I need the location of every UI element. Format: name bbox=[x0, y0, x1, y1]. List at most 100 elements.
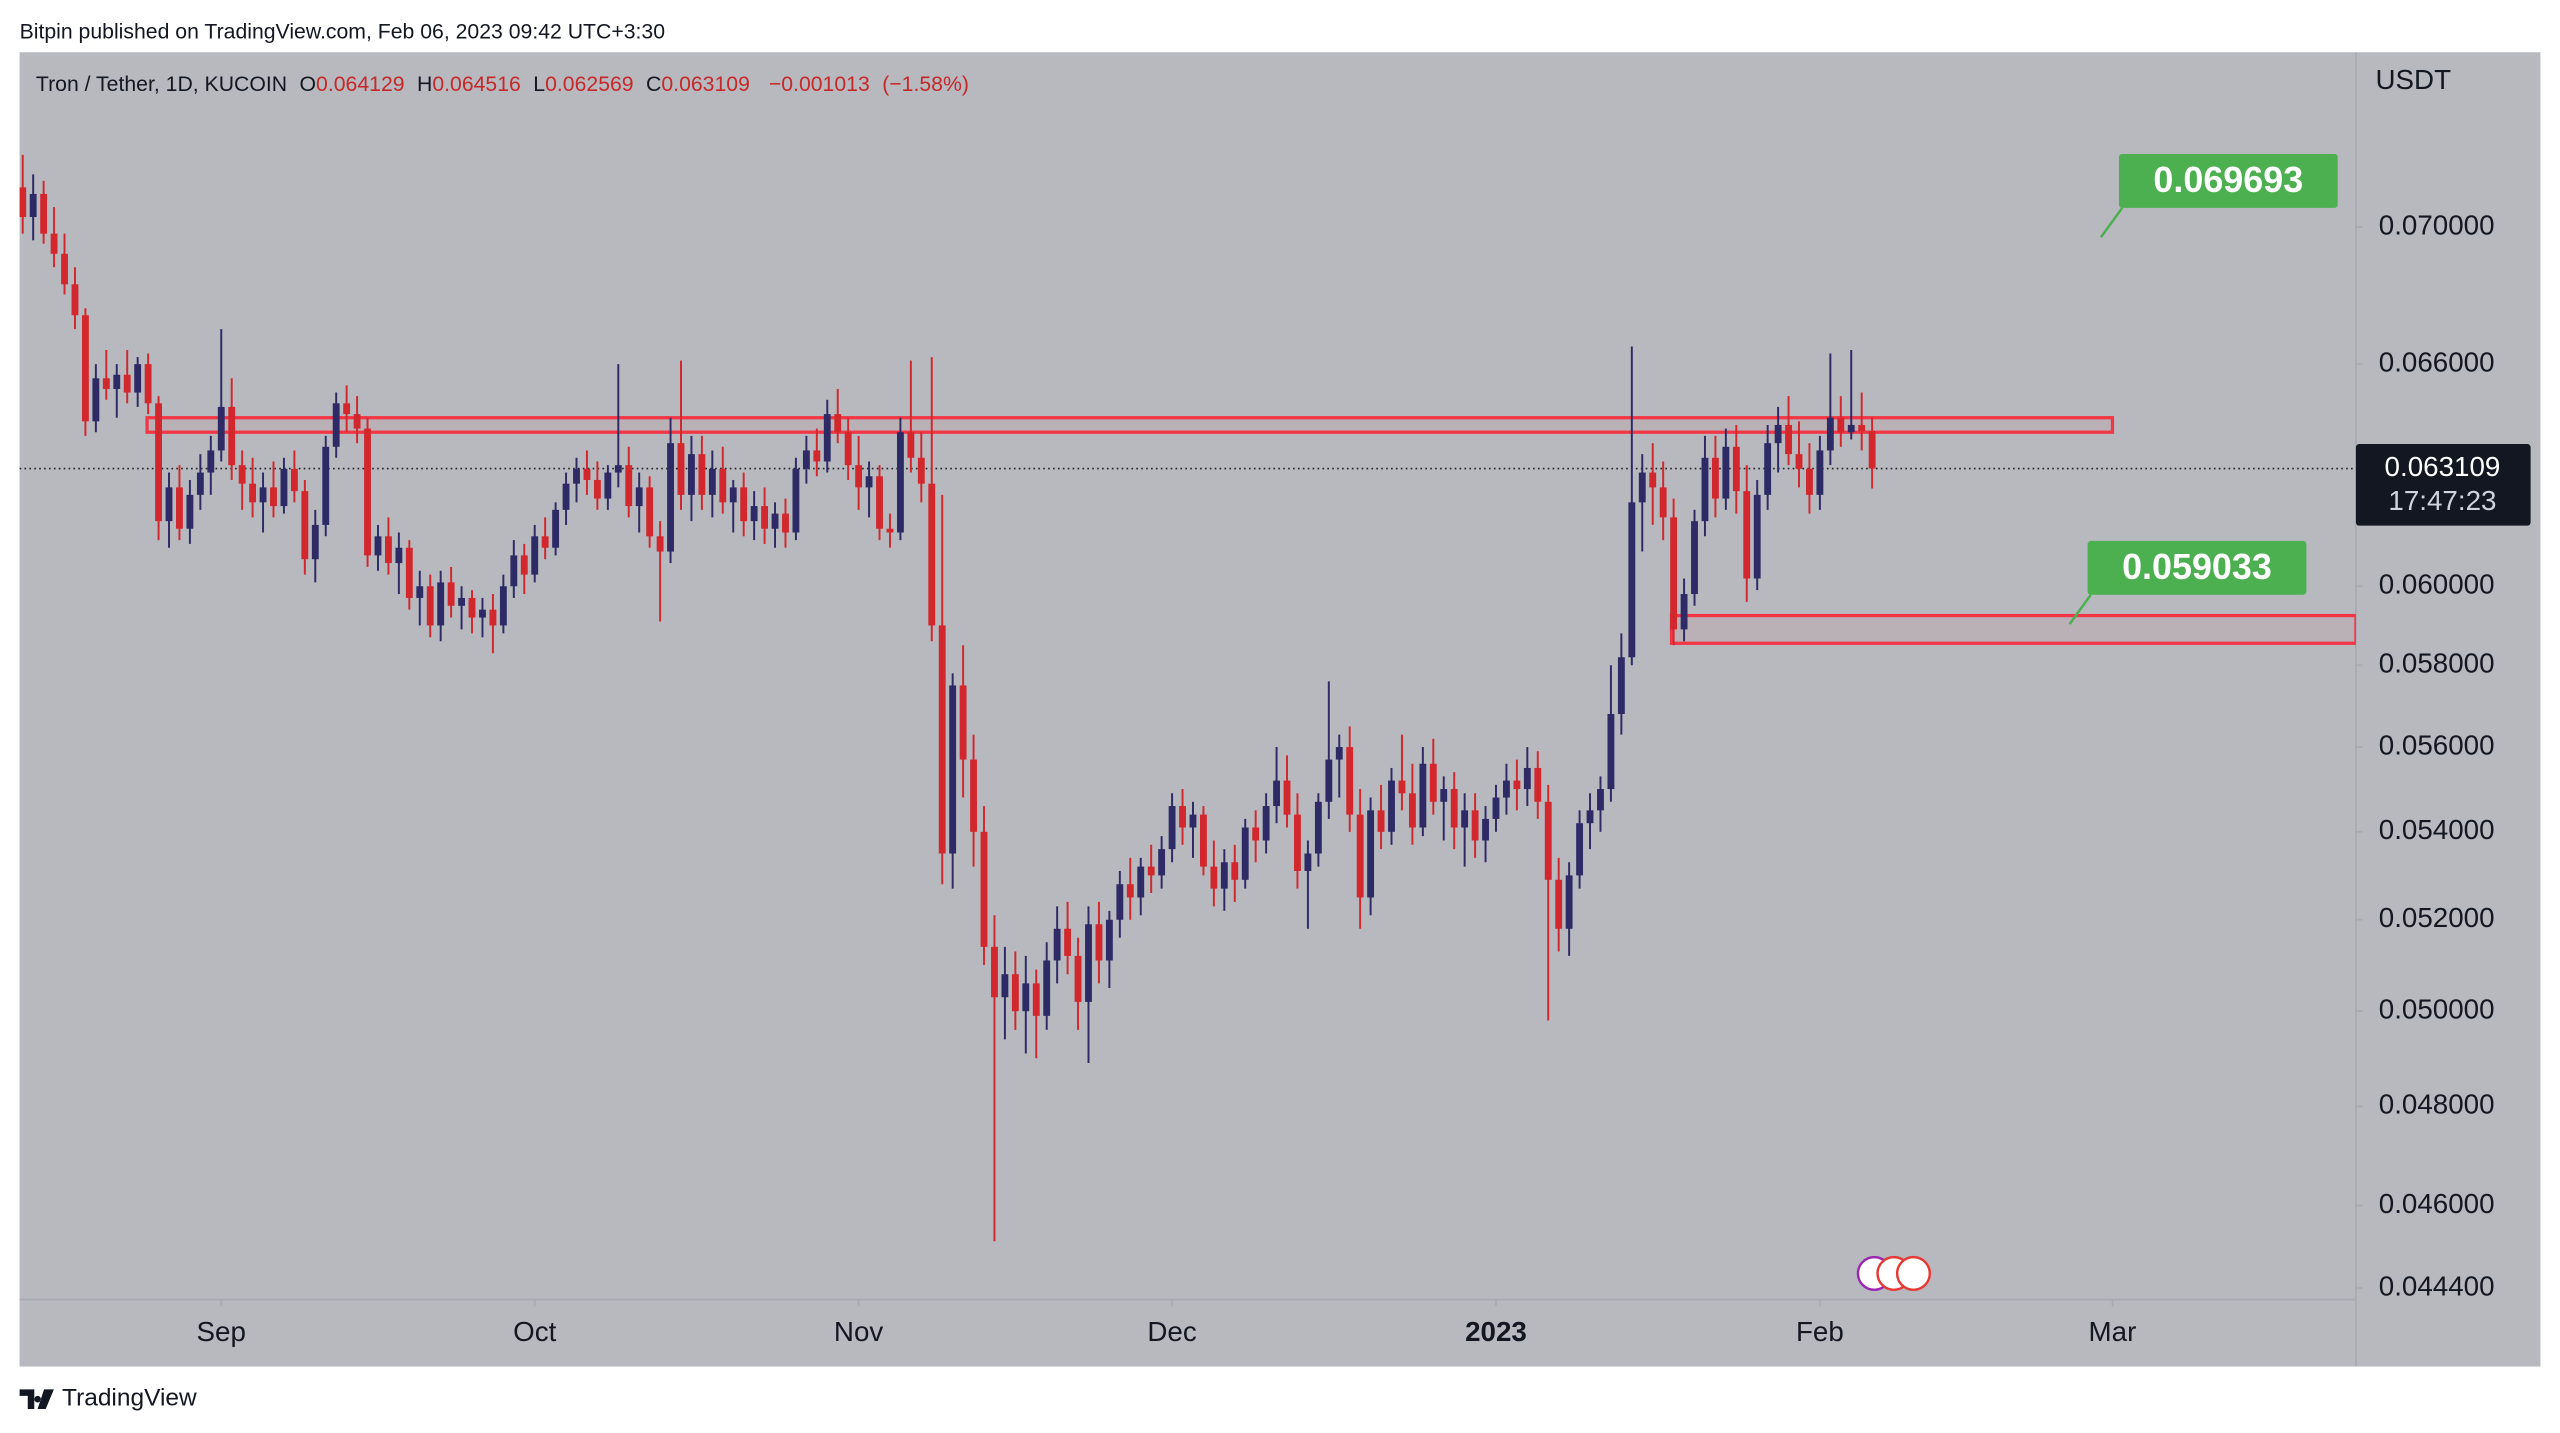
candle-body bbox=[468, 597, 476, 618]
candle-body bbox=[1001, 974, 1009, 998]
y-tick-label: 0.058000 bbox=[2379, 648, 2495, 679]
candle-body bbox=[40, 193, 48, 234]
logo-mark bbox=[19, 1389, 54, 1409]
candle-body bbox=[196, 472, 204, 495]
legend-value: 0.063109 bbox=[661, 73, 750, 96]
candle-body bbox=[301, 491, 309, 560]
candle-body bbox=[677, 443, 685, 495]
x-tick-label: Sep bbox=[197, 1316, 246, 1347]
candle-body bbox=[1252, 827, 1260, 841]
legend-value: 0.064516 bbox=[432, 73, 521, 96]
candle-body bbox=[1701, 457, 1709, 522]
legend-value: 0.064129 bbox=[316, 73, 405, 96]
candle-body bbox=[1032, 983, 1040, 1016]
candle-body bbox=[71, 284, 79, 316]
candle-body bbox=[1795, 454, 1803, 469]
candle-body bbox=[322, 446, 330, 525]
candle-body bbox=[1691, 521, 1698, 595]
candle-body bbox=[1168, 806, 1176, 850]
candle-body bbox=[92, 378, 100, 422]
candle-body bbox=[991, 946, 998, 998]
candle-body bbox=[573, 468, 580, 484]
candle-body bbox=[1064, 928, 1072, 956]
candle-body bbox=[1534, 767, 1542, 802]
candle-body bbox=[458, 597, 465, 606]
candle-body bbox=[1105, 919, 1113, 961]
x-tick-label: Nov bbox=[834, 1316, 883, 1347]
legend-value: 0.062569 bbox=[545, 73, 634, 96]
candle-body bbox=[374, 536, 382, 556]
candle-body bbox=[1116, 884, 1124, 920]
candle-body bbox=[1367, 810, 1375, 898]
y-tick-label: 0.070000 bbox=[2379, 209, 2495, 240]
candle-body bbox=[1847, 424, 1855, 433]
candle-body bbox=[541, 536, 549, 548]
candle-body bbox=[1607, 713, 1615, 790]
candle-body bbox=[364, 428, 371, 556]
candle-body bbox=[1011, 974, 1019, 1012]
candle-body bbox=[1085, 924, 1092, 1002]
callout-label: 0.059033 bbox=[2122, 546, 2272, 587]
candle-body bbox=[750, 506, 758, 522]
candle-body bbox=[1294, 814, 1301, 871]
candle-body bbox=[1398, 780, 1406, 794]
candle-body bbox=[1189, 814, 1197, 828]
candle-body bbox=[729, 487, 737, 503]
candle-body bbox=[61, 253, 68, 285]
candle-body bbox=[1408, 793, 1416, 828]
candle-body bbox=[29, 193, 37, 218]
candle-body bbox=[865, 476, 873, 488]
candle-body bbox=[249, 483, 257, 503]
legend: Tron / Tether, 1D, KUCOIN O0.064129 H0.0… bbox=[36, 73, 969, 96]
candle-body bbox=[1126, 884, 1134, 898]
candle-body bbox=[1565, 875, 1573, 929]
candle-body bbox=[970, 759, 977, 832]
candle-body bbox=[1680, 594, 1688, 630]
candle-body bbox=[1806, 468, 1813, 495]
candle-body bbox=[1346, 747, 1354, 815]
candle-body bbox=[270, 487, 277, 507]
candle-body bbox=[1858, 424, 1866, 432]
candle-body bbox=[719, 468, 727, 503]
brand: TradingView bbox=[62, 1385, 197, 1412]
candle-body bbox=[1670, 517, 1678, 630]
candle-body bbox=[1471, 810, 1479, 841]
candle-body bbox=[1638, 472, 1646, 503]
candle-body bbox=[552, 509, 560, 548]
callout-label: 0.069693 bbox=[2153, 159, 2303, 200]
chart-background bbox=[19, 52, 2541, 1367]
y-tick-label: 0.056000 bbox=[2379, 729, 2495, 760]
legend-key: O bbox=[300, 73, 317, 96]
candle-body bbox=[604, 472, 612, 499]
candle-body bbox=[426, 586, 434, 626]
candle-body bbox=[896, 432, 904, 533]
candle-body bbox=[1158, 849, 1166, 876]
zone bbox=[145, 416, 2115, 434]
candle-body bbox=[635, 487, 643, 507]
candle-body bbox=[81, 315, 89, 422]
candle-body bbox=[176, 487, 183, 529]
candle-body bbox=[1785, 424, 1792, 455]
candle-body bbox=[614, 465, 622, 473]
y-tick-label: 0.046000 bbox=[2379, 1188, 2495, 1219]
candle-body bbox=[1649, 472, 1657, 488]
candle-body bbox=[625, 465, 633, 507]
candle-body bbox=[123, 374, 131, 393]
candle-body bbox=[259, 487, 267, 503]
candle-body bbox=[646, 487, 654, 537]
candle-body bbox=[1273, 780, 1280, 807]
x-tick-label: Dec bbox=[1147, 1316, 1196, 1347]
candle-body bbox=[343, 403, 351, 415]
legend-key: C bbox=[646, 73, 661, 96]
x-tick-label: 2023 bbox=[1465, 1316, 1527, 1347]
candle-body bbox=[907, 432, 915, 458]
candle-body bbox=[416, 586, 424, 598]
candle-body bbox=[1492, 797, 1500, 819]
candle-body bbox=[802, 450, 810, 469]
candle-body bbox=[698, 454, 706, 495]
price-badge-countdown: 17:47:23 bbox=[2388, 485, 2496, 516]
legend-key: L bbox=[533, 73, 545, 96]
callout-pointer bbox=[2099, 207, 2124, 238]
candle-body bbox=[1356, 814, 1364, 898]
candle-body bbox=[520, 555, 528, 575]
